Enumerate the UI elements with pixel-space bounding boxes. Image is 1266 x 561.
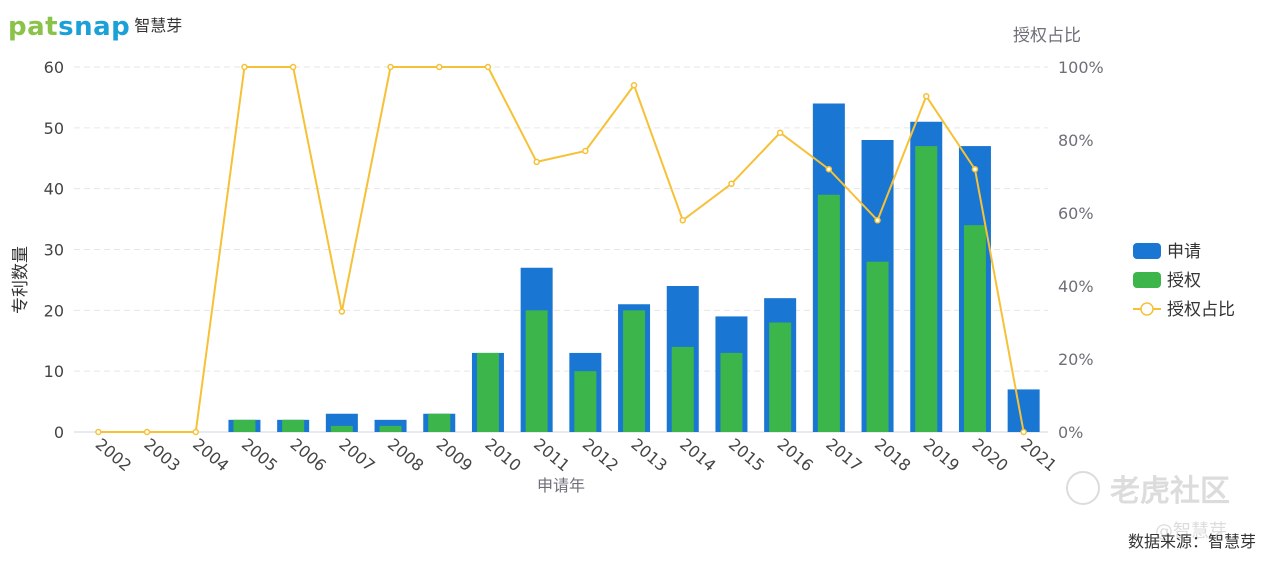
x-tick-label: 2008	[384, 435, 427, 476]
logo-part2: snap	[58, 12, 131, 42]
watermark-text: 老虎社区	[1110, 474, 1230, 509]
y2-tick-label: 100%	[1058, 58, 1104, 77]
ratio-point	[679, 217, 686, 224]
ratio-point	[825, 165, 833, 173]
ratio-point	[630, 82, 638, 89]
bar-grant	[525, 310, 548, 432]
x-tick-label: 2017	[822, 435, 865, 476]
ratio-point	[241, 63, 248, 71]
bar-grant	[769, 322, 792, 432]
bar-grant	[915, 146, 938, 433]
bar-grant	[282, 419, 305, 432]
ratio-point	[923, 92, 930, 100]
y-axis-title: 专利数量	[11, 246, 31, 314]
y-tick-label: 0	[54, 423, 64, 442]
x-tick-label: 2011	[530, 435, 573, 476]
bar-grant	[428, 413, 451, 432]
ratio-point	[1020, 428, 1027, 436]
logo-wordmark: patsnap	[8, 12, 130, 42]
x-tick-label: 2009	[433, 435, 476, 476]
legend-label: 申请	[1167, 242, 1201, 262]
legend-swatch-apply	[1133, 243, 1161, 259]
bar-grant	[476, 352, 499, 432]
x-tick-label: 2014	[676, 435, 719, 476]
bar-grant	[866, 261, 889, 432]
x-tick-label: 2003	[140, 435, 183, 476]
y-tick-label: 50	[44, 119, 64, 138]
ratio-point	[95, 428, 102, 436]
bar-grant	[233, 419, 256, 432]
patsnap-logo: patsnap 智慧芽	[8, 12, 182, 42]
watermark: 老虎社区	[1066, 466, 1230, 510]
bar-grant	[379, 425, 402, 432]
x-tick-label: 2006	[287, 435, 330, 476]
y2-axis-title: 授权占比	[1013, 26, 1081, 46]
bar-grant	[720, 352, 743, 432]
bar-grant	[817, 194, 840, 432]
watermark-logo-icon	[1066, 471, 1100, 505]
x-tick-label: 2016	[774, 435, 817, 476]
x-tick-label: 2007	[335, 435, 378, 476]
ratio-point	[192, 428, 199, 436]
logo-part1: pat	[8, 12, 59, 42]
bar-grant	[623, 310, 646, 432]
y2-tick-label: 40%	[1058, 277, 1094, 296]
ratio-point	[289, 63, 297, 71]
x-tick-label: 2018	[871, 435, 914, 476]
bar-apply	[1007, 389, 1040, 432]
y2-tick-label: 0%	[1058, 423, 1083, 442]
ratio-point	[338, 308, 346, 315]
ratio-point	[533, 158, 540, 166]
legend-label: 授权	[1167, 271, 1201, 291]
y2-tick-label: 80%	[1058, 131, 1094, 150]
x-tick-label: 2005	[238, 435, 281, 476]
y-tick-label: 30	[44, 241, 64, 260]
x-tick-label: 2015	[725, 435, 768, 476]
x-tick-label: 2013	[627, 435, 670, 476]
y-tick-label: 40	[44, 180, 64, 199]
x-tick-label: 2019	[920, 435, 963, 476]
ratio-point	[874, 217, 881, 224]
y2-tick-label: 20%	[1058, 350, 1094, 369]
y2-tick-label: 60%	[1058, 204, 1094, 223]
ratio-point	[387, 63, 394, 71]
x-tick-label: 2012	[579, 435, 622, 476]
bar-grant	[574, 371, 597, 432]
bar-grant	[330, 425, 353, 432]
bar-grant	[671, 346, 694, 432]
x-tick-label: 2010	[481, 435, 524, 476]
x-tick-label: 2021	[1017, 435, 1060, 476]
ratio-line	[98, 66, 1025, 433]
x-axis-title: 申请年	[537, 476, 585, 495]
y-tick-label: 20	[44, 301, 64, 320]
legend-label: 授权占比	[1167, 300, 1235, 320]
ratio-point	[143, 428, 151, 436]
x-tick-label: 2002	[92, 435, 135, 476]
x-tick-label: 2004	[189, 435, 232, 476]
legend-swatch-grant	[1133, 272, 1161, 288]
legend-marker-ratio	[1140, 302, 1154, 316]
x-tick-label: 2020	[968, 435, 1011, 476]
ratio-point	[776, 129, 784, 136]
y-tick-label: 10	[44, 362, 64, 381]
ratio-point	[728, 180, 735, 188]
logo-cn-text: 智慧芽	[134, 16, 183, 35]
y-tick-label: 60	[44, 58, 64, 77]
watermark-sub: @智慧芽	[1155, 521, 1227, 542]
bar-grant	[963, 225, 986, 432]
ratio-point	[484, 63, 492, 71]
data-source-label: 数据来源：智慧芽	[1127, 532, 1256, 551]
ratio-point	[971, 165, 979, 173]
ratio-point	[436, 63, 443, 71]
ratio-point	[582, 147, 589, 155]
